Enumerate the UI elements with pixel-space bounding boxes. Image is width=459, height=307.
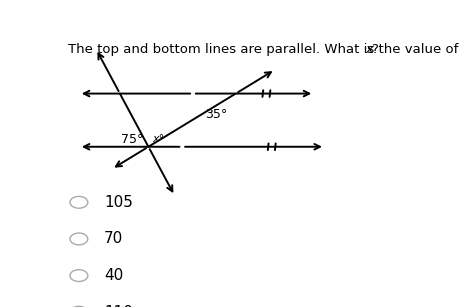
Text: x°: x° [151,134,164,144]
Text: 35°: 35° [205,108,227,121]
Text: 105: 105 [104,195,133,210]
Text: x: x [365,43,373,56]
Text: 75°: 75° [120,133,143,146]
Text: 40: 40 [104,268,123,283]
Text: ?: ? [370,43,377,56]
Text: 110: 110 [104,305,133,307]
Text: 70: 70 [104,231,123,247]
Text: The top and bottom lines are parallel. What is the value of: The top and bottom lines are parallel. W… [68,43,459,56]
